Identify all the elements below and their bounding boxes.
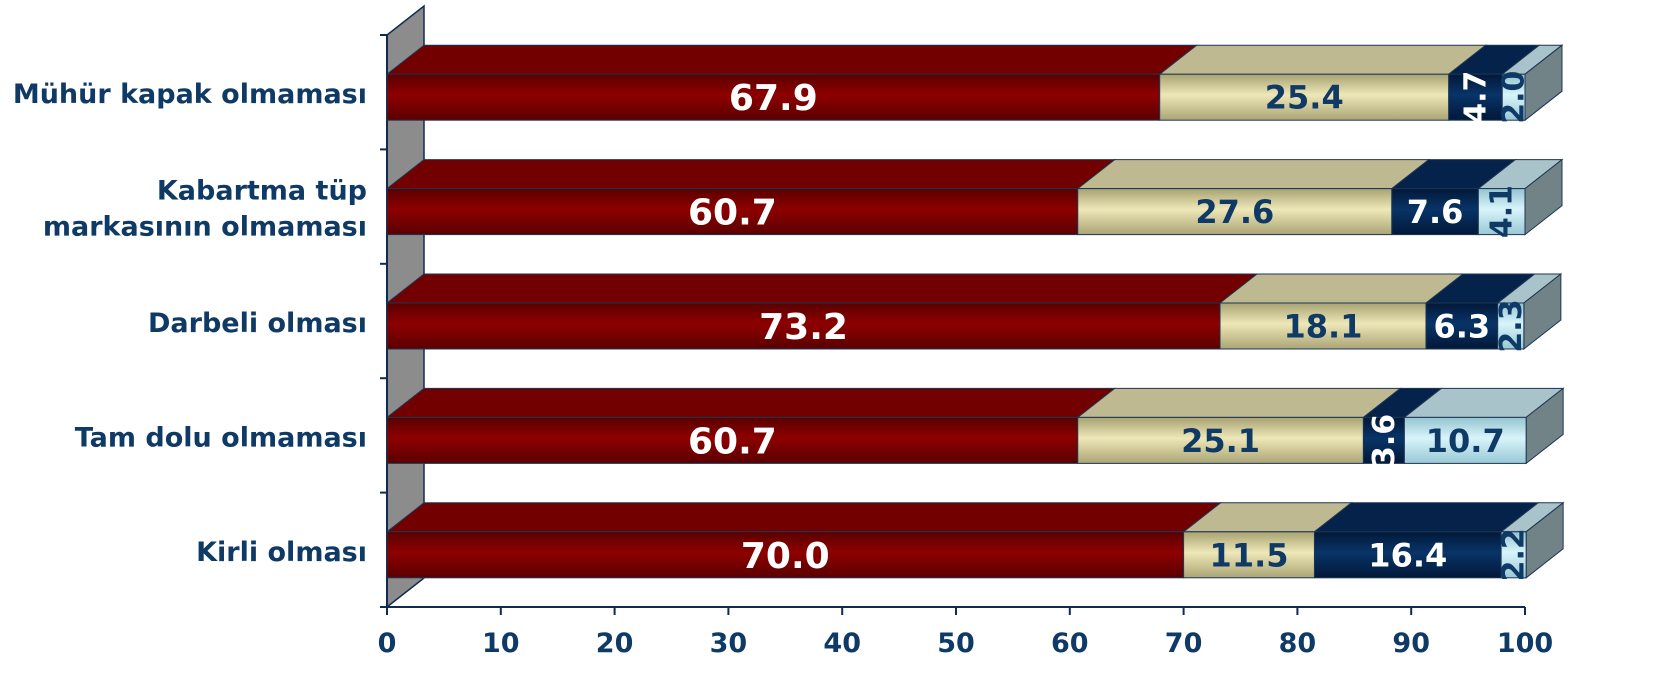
x-tick-label: 30	[710, 628, 748, 659]
bar-segment	[1159, 73, 1450, 121]
data-label: 6.3	[1433, 308, 1490, 346]
data-label: 67.9	[729, 78, 818, 119]
bar-top-face	[1158, 44, 1488, 75]
bar-segment	[386, 531, 1185, 579]
data-label: 2.3	[1494, 299, 1529, 352]
x-tick-label: 10	[482, 628, 520, 659]
bar-top-face	[385, 502, 1223, 533]
data-label: 11.5	[1210, 536, 1289, 574]
bar-segment	[1219, 302, 1427, 350]
bar-group	[385, 158, 1564, 236]
data-label: 4.7	[1458, 71, 1493, 124]
x-tick-label: 40	[823, 628, 861, 659]
bar-segment	[1477, 188, 1526, 236]
bar-group	[385, 272, 1563, 351]
category-label: Kabartma tüp markasının olmaması	[43, 176, 367, 243]
bar-segment	[1077, 188, 1393, 236]
bar-top-face	[385, 273, 1259, 304]
x-tick-label: 70	[1165, 628, 1203, 659]
bar-top-face	[385, 159, 1117, 190]
bar-segment	[386, 73, 1161, 121]
data-label: 25.4	[1265, 79, 1344, 117]
bar-segment	[386, 188, 1079, 236]
category-label: Darbeli olması	[148, 308, 367, 339]
data-label: 16.4	[1368, 536, 1447, 574]
bar-top-face	[1218, 273, 1465, 304]
bar-top-face	[1076, 387, 1402, 418]
bar-top-face	[385, 44, 1199, 75]
bar-top-face	[385, 387, 1117, 418]
data-label: 7.6	[1407, 193, 1464, 231]
data-label: 2.2	[1497, 528, 1532, 581]
bar-segment	[1497, 302, 1525, 350]
category-label: Kirli olması	[196, 537, 367, 568]
bar-segment	[386, 416, 1079, 464]
bar-top-face	[1076, 159, 1431, 190]
data-label: 70.0	[741, 536, 830, 577]
x-tick-label: 20	[596, 628, 634, 659]
data-label: 25.1	[1181, 422, 1260, 460]
data-label: 60.7	[688, 421, 777, 462]
bar-group	[385, 387, 1565, 465]
data-label: 10.7	[1426, 422, 1505, 460]
bar-segment	[1425, 302, 1499, 350]
bar-segment	[1500, 531, 1527, 579]
data-label: 3.6	[1367, 414, 1402, 467]
x-tick-label: 80	[1279, 628, 1317, 659]
bar-segment	[1077, 416, 1364, 464]
category-label: Mühür kapak olmaması	[13, 79, 367, 110]
bar-segment	[1183, 531, 1315, 579]
bar-segment	[386, 302, 1221, 350]
data-label: 60.7	[688, 193, 777, 234]
bar-segment	[1313, 531, 1502, 579]
x-tick-label: 60	[1051, 628, 1089, 659]
bar-segment	[1391, 188, 1479, 236]
x-tick-label: 50	[937, 628, 975, 659]
data-label: 2.0	[1497, 71, 1532, 124]
category-label: Tam dolu olmaması	[75, 422, 367, 453]
bar-segment	[1448, 73, 1503, 121]
bar-segment	[1362, 416, 1405, 464]
data-label: 73.2	[759, 307, 848, 348]
bar-top-face	[1313, 502, 1540, 533]
data-label: 4.1	[1485, 185, 1520, 238]
x-tick-label: 90	[1392, 628, 1430, 659]
bar-group	[385, 44, 1564, 122]
bar-segment	[1403, 416, 1527, 464]
x-tick-label: 0	[378, 628, 397, 659]
x-tick-label: 100	[1497, 628, 1553, 659]
data-label: 27.6	[1195, 193, 1274, 231]
bar-group	[385, 501, 1565, 579]
bar-segment	[1501, 73, 1526, 121]
data-label: 18.1	[1284, 308, 1363, 346]
